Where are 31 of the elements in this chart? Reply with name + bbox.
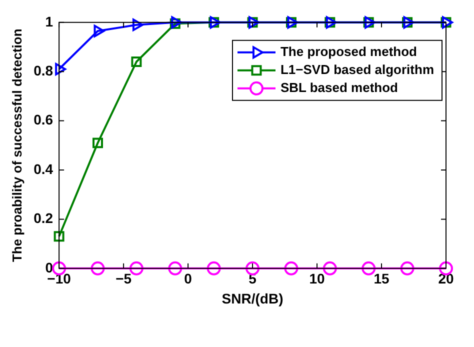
x-tick-label: 0	[184, 270, 192, 287]
x-tick-label: 10	[309, 270, 326, 287]
y-tick-label: 0.4	[34, 160, 54, 177]
point	[129, 261, 144, 276]
point	[55, 62, 66, 76]
point	[206, 261, 221, 276]
point	[168, 261, 182, 276]
point	[284, 261, 298, 276]
legend-label: L1−SVD based algorithm	[280, 62, 434, 77]
y-tick-label: 0	[45, 259, 54, 276]
point	[400, 261, 414, 276]
point	[94, 24, 105, 38]
point	[54, 231, 64, 242]
y-tick-label: 0.2	[34, 210, 54, 226]
x-tick-label: −5	[116, 270, 132, 287]
y-tick-label: 0.6	[34, 112, 54, 128]
point	[362, 261, 376, 276]
point	[92, 138, 103, 148]
point	[246, 261, 260, 276]
x-tick-label: 15	[374, 270, 390, 287]
point	[131, 56, 142, 68]
y-tick-label: 1	[45, 13, 54, 30]
point	[322, 261, 337, 276]
point	[132, 18, 144, 32]
legend-label: The proposed method	[280, 44, 418, 59]
point	[90, 261, 105, 276]
y-tick-label: 0.8	[34, 62, 54, 78]
legend-label: SBL based method	[280, 80, 398, 95]
x-axis-title: SNR/(dB)	[222, 290, 284, 306]
x-tick-label: 20	[438, 270, 454, 287]
y-axis-title: The proability of successful detection	[9, 28, 24, 262]
